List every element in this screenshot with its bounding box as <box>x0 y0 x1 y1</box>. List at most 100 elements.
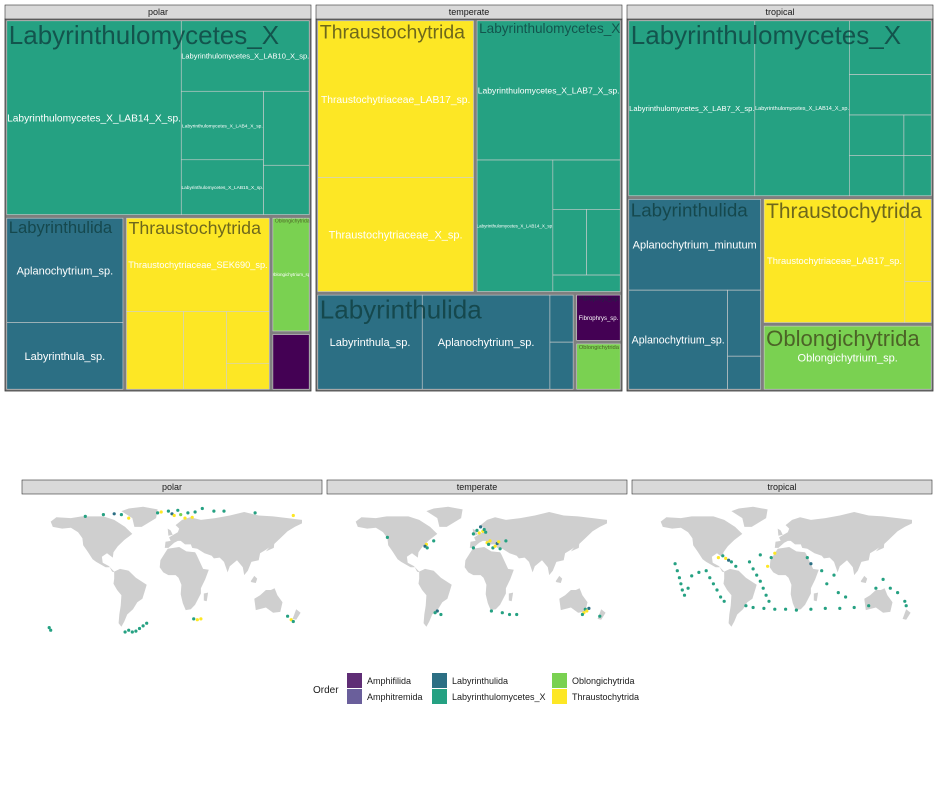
sample-point <box>764 593 768 597</box>
sample-point <box>716 556 721 560</box>
sample-point <box>766 564 770 568</box>
legend-key-Amphitremida <box>347 689 362 704</box>
treemap-leaf <box>903 114 932 156</box>
treemap-leaf-label: Labyrinthulomycetes_X_LAB7_X_sp. <box>629 104 754 113</box>
treemap-leaf <box>628 289 728 390</box>
landmass <box>774 512 912 576</box>
treemap-group-Labyrinthulomycetes_X: Labyrinthulomycetes_X_LAB7_X_sp.Labyrint… <box>628 20 932 197</box>
sample-points <box>385 525 602 618</box>
map-panel-temperate <box>355 506 607 627</box>
treemap-group-label: Labyrinthulida <box>631 199 748 220</box>
sample-point <box>425 546 429 550</box>
sample-point <box>762 606 766 611</box>
sample-point <box>715 588 719 592</box>
sample-point <box>433 611 437 615</box>
treemap-leaf-label: Labyrinthulomycetes_X_LAB10_X_sp. <box>181 52 309 61</box>
treemap-leaf <box>6 322 124 390</box>
sample-point <box>580 612 585 617</box>
treemap-group-Thraustochytrida: Thraustochytriaceae_LAB17_sp. Thraustochy… <box>763 199 932 323</box>
sample-point <box>477 531 481 535</box>
treemap-group-Fibrophrys <box>272 334 310 390</box>
legend-label-Labyrinthulomycetes_X: Labyrinthulomycetes_X <box>452 692 546 702</box>
treemap-strip-tropical-label: tropical <box>765 7 794 17</box>
treemap-group-label: Labyrinthulomycetes_X <box>631 20 901 50</box>
map-strip-temperate-bg <box>326 479 628 495</box>
land-layer <box>355 506 607 627</box>
treemap-leaf-label: Thraustochytriaceae_SEK690_sp. <box>128 260 267 270</box>
treemap-group-Thraustochytrida: Thraustochytriaceae_LAB17_sp. Thraustochy… <box>317 20 474 292</box>
map-strip-polar-bg <box>21 479 323 495</box>
landmass <box>292 609 301 620</box>
landmass <box>164 512 302 576</box>
treemap-leaf <box>904 281 932 323</box>
treemap-leaf-label: Thraustochytriaceae_X_sp. <box>329 229 463 241</box>
treemap-group-label: Labyrinthulomycetes_X <box>9 20 279 50</box>
sample-point <box>134 629 138 633</box>
treemap-leaf-label: Labyrinthula_sp. <box>25 351 106 363</box>
treemap-panel-polar: Labyrinthulomycetes_X_LAB14_X_sp. Labyrin… <box>4 18 312 392</box>
sample-point <box>724 556 728 561</box>
treemap-leaf <box>317 177 474 292</box>
sample-point <box>170 512 174 516</box>
sample-point <box>176 508 180 512</box>
sample-point <box>677 576 682 580</box>
treemap-group-label: Labyrinthulida <box>9 218 113 237</box>
sample-point <box>823 606 827 611</box>
sample-point <box>193 510 197 514</box>
sample-point <box>767 599 771 603</box>
treemap-group-Labyrinthulomycetes_X: Labyrinthulomycetes_X_LAB14_X_sp. Labyrin… <box>6 20 310 215</box>
sample-point <box>825 582 829 586</box>
landmass <box>902 609 911 620</box>
landmass <box>555 575 563 583</box>
sample-point <box>904 604 908 608</box>
treemap-leaf <box>763 199 906 323</box>
sample-point <box>680 588 684 592</box>
sample-point <box>679 582 683 586</box>
treemap-leaf-label: Aplanochytrium_sp. <box>632 334 725 346</box>
landmass <box>469 512 607 576</box>
treemap-group-label: Fibrophrys_sp. <box>579 296 620 303</box>
sample-point <box>686 586 690 590</box>
sample-point <box>253 511 257 515</box>
landmass <box>418 568 452 627</box>
treemap-leaf-label: Labyrinthulomycetes_X_LAB14_X_sp. <box>7 113 181 124</box>
treemap-leaf <box>126 311 184 390</box>
sample-point <box>179 513 183 517</box>
sample-point <box>784 607 788 611</box>
treemap-panel-tropical: Labyrinthulomycetes_X_LAB7_X_sp. Labyrint… <box>626 18 934 392</box>
landmass <box>464 547 514 611</box>
treemap-leaf <box>727 355 761 390</box>
treemap-leaf <box>549 341 574 390</box>
treemap-leaf-label: Aplanochytrium_sp. <box>438 337 535 349</box>
treemap-leaf <box>476 20 621 161</box>
treemap-leaf <box>848 74 932 116</box>
treemap-leaf <box>476 159 554 292</box>
sample-point <box>489 609 493 613</box>
sample-point <box>751 605 755 610</box>
treemap-leaf <box>552 159 621 210</box>
treemap-group-Thraustochytrida: Thraustochytriaceae_SEK690_sp. Thraustoch… <box>126 217 270 390</box>
legend-key-Thraustochytrida <box>552 689 567 704</box>
sample-points <box>673 551 908 612</box>
treemap-leaf-label: Labyrinthulomycetes_X_LAB14_X_sp. <box>755 106 849 112</box>
landmass <box>660 516 743 573</box>
treemap-strip-temperate-bg <box>315 4 623 20</box>
treemap-group-Labyrinthulida: Aplanochytrium_minutum Aplanochytrium_sp.… <box>628 199 761 390</box>
treemap-leaf-label: Aplanochytrium_minutum <box>633 240 757 252</box>
treemap-group-Labyrinthulida: Aplanochytrium_sp. Labyrinthula_sp. Labyri… <box>6 217 124 390</box>
legend-label-Labyrinthulida: Labyrinthulida <box>452 676 508 686</box>
treemap-leaf <box>848 155 905 197</box>
landmass <box>121 506 158 527</box>
landmass <box>777 528 783 536</box>
landmass <box>559 588 588 613</box>
treemap-leaf <box>180 159 264 215</box>
treemap-leaf <box>180 90 264 161</box>
sample-point <box>690 574 694 578</box>
landmass <box>813 592 819 602</box>
treemap-leaf <box>552 274 621 292</box>
sample-point <box>874 586 878 590</box>
treemap-leaf <box>576 294 621 341</box>
sample-point <box>820 569 824 573</box>
sample-point <box>682 593 687 597</box>
